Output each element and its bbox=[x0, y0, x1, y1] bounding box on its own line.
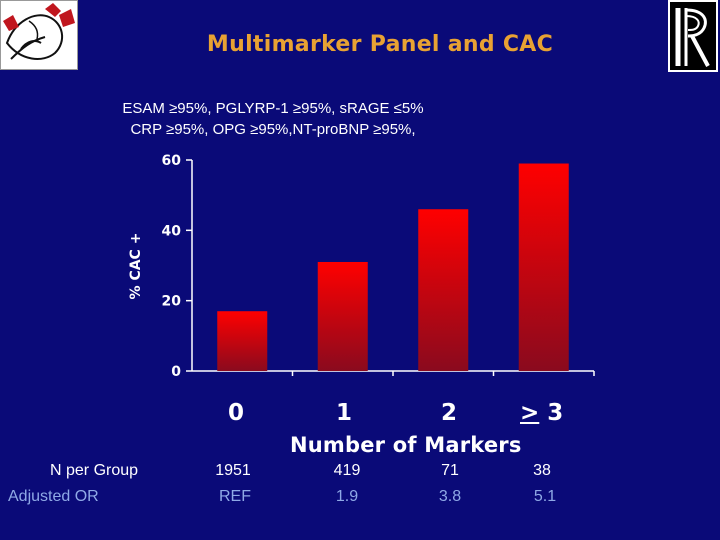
row-label-n-per-group: N per Group bbox=[50, 462, 139, 479]
x-category-label: 2 bbox=[441, 400, 458, 426]
n-per-group-cell: 419 bbox=[333, 462, 361, 479]
y-tick-label: 60 bbox=[162, 153, 182, 169]
adjusted-or-cell: 1.9 bbox=[335, 488, 359, 505]
bar-3 bbox=[518, 163, 569, 371]
bar-1 bbox=[317, 261, 368, 371]
x-category-label: 1 bbox=[336, 400, 353, 426]
y-axis-label: % CAC + bbox=[128, 233, 144, 300]
x-category-label: 0 bbox=[228, 400, 245, 426]
criteria-line-2: CRP ≥95%, OPG ≥95%,NT-proBNP ≥95%, bbox=[130, 121, 416, 138]
bar-2 bbox=[418, 209, 469, 371]
criteria-line-1: ESAM ≥95%, PGLYRP-1 ≥95%, sRAGE ≤5% bbox=[122, 100, 424, 117]
bar-0 bbox=[217, 311, 268, 371]
row-label-adjusted-or: Adjusted OR bbox=[8, 488, 99, 505]
n-per-group-cell: 71 bbox=[441, 462, 459, 479]
y-tick-label: 20 bbox=[162, 294, 182, 310]
heart-vessel-logo-icon bbox=[0, 0, 78, 70]
adjusted-or-cell: 5.1 bbox=[533, 488, 557, 505]
y-tick-label: 40 bbox=[162, 223, 182, 239]
y-tick-label: 0 bbox=[171, 364, 181, 380]
adjusted-or-cell: REF bbox=[219, 488, 251, 505]
page-title: Multimarker Panel and CAC bbox=[206, 32, 554, 57]
institution-r-logo-icon bbox=[668, 0, 718, 72]
n-per-group-cell: 38 bbox=[533, 462, 551, 479]
adjusted-or-cell: 3.8 bbox=[438, 488, 462, 505]
x-axis-label: Number of Markers bbox=[290, 433, 522, 457]
n-per-group-cell: 1951 bbox=[215, 462, 251, 479]
x-category-label: > 3 bbox=[520, 400, 564, 426]
